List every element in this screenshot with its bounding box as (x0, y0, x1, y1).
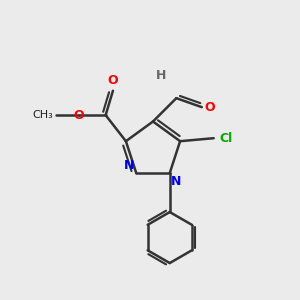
Text: O: O (108, 74, 118, 87)
Text: CH₃: CH₃ (32, 110, 53, 120)
Text: H: H (156, 69, 166, 82)
Text: N: N (171, 175, 182, 188)
Text: Cl: Cl (219, 132, 232, 145)
Text: O: O (73, 109, 84, 122)
Text: O: O (205, 101, 215, 114)
Text: N: N (124, 159, 135, 172)
